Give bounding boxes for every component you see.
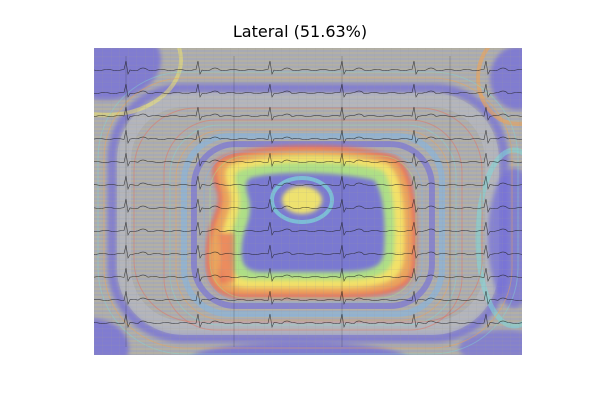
ecg-trace-line — [94, 198, 522, 213]
ecg-trace-line — [94, 106, 522, 121]
figure-title: Lateral (51.63%) — [232, 22, 368, 41]
ecg-trace-line — [94, 290, 522, 306]
heatmap-image-panel — [94, 48, 522, 355]
ecg-trace-line — [94, 313, 522, 329]
ecg-grid — [94, 48, 522, 355]
ecg-trace-line — [94, 221, 522, 236]
ecg-trace-line — [94, 83, 522, 98]
ecg-trace-line — [94, 175, 522, 191]
ecg-traces — [94, 56, 522, 347]
ecg-trace-line — [94, 152, 522, 168]
ecg-trace-line — [94, 244, 522, 259]
ecg-trace-line — [94, 60, 522, 75]
ecg-trace-line — [94, 129, 522, 144]
heatmap-svg — [94, 48, 522, 355]
ecg-trace-line — [94, 267, 522, 282]
